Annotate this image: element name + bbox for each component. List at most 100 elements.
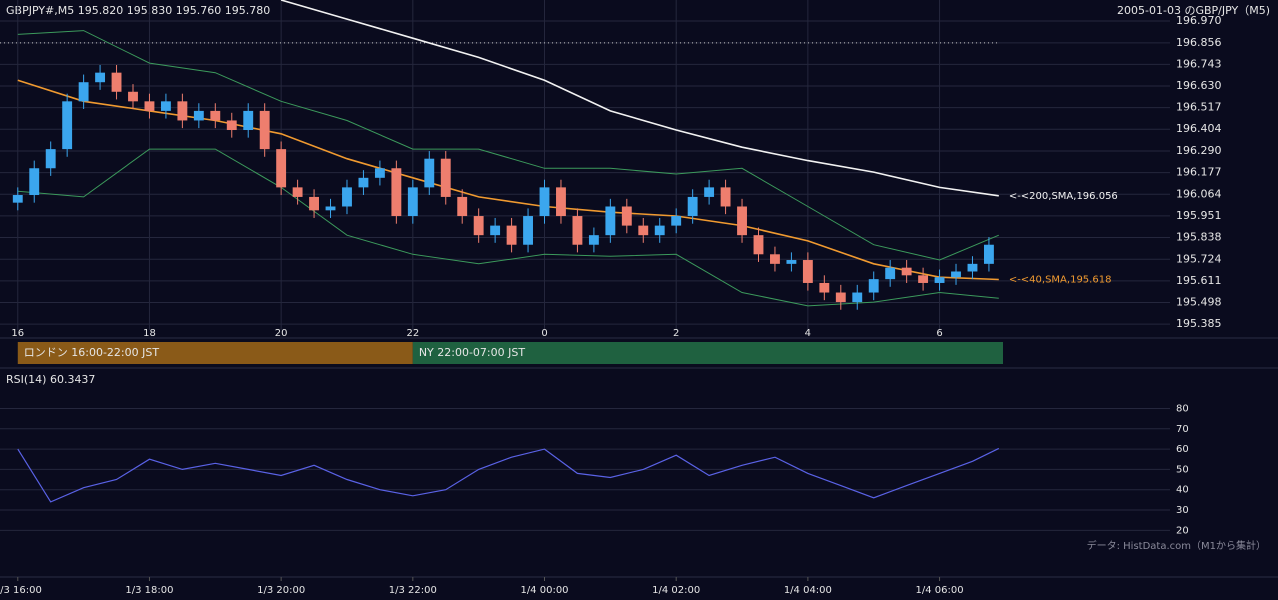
y-tick-label: 195.611 <box>1176 274 1222 287</box>
y-tick-label: 50 <box>1176 464 1189 475</box>
line <box>17 447 1000 503</box>
y-tick-label: 195.498 <box>1176 295 1222 308</box>
candle-body <box>835 292 846 303</box>
candle-body <box>111 72 122 92</box>
y-tick-label: 30 <box>1176 505 1189 516</box>
candle-body <box>259 110 270 150</box>
candle-body <box>605 206 616 236</box>
y-tick-label: 195.724 <box>1176 252 1222 265</box>
line <box>17 30 999 261</box>
session-bar <box>412 342 1004 364</box>
candle-body <box>276 149 287 188</box>
y-tick-label: 80 <box>1176 403 1189 414</box>
x-tick-label: 1/4 00:00 <box>520 585 568 596</box>
session-label: NY 22:00-07:00 JST <box>419 346 526 359</box>
candle-body <box>29 168 40 196</box>
candle-body <box>572 216 583 245</box>
candle-body <box>45 149 56 169</box>
y-tick-label: 70 <box>1176 424 1189 435</box>
candle-body <box>226 120 237 131</box>
candle-body <box>243 110 254 131</box>
candle-body <box>391 168 402 217</box>
candle-body <box>177 101 188 121</box>
y-tick-label: 196.856 <box>1176 36 1222 49</box>
candle-body <box>753 235 764 255</box>
y-tick-label: 196.290 <box>1176 144 1222 157</box>
y-tick-label: 195.385 <box>1176 317 1222 330</box>
candle-body <box>144 101 155 111</box>
candle-body <box>342 187 352 207</box>
x-tick-label: 1/3 20:00 <box>257 585 305 596</box>
y-tick-label: 196.177 <box>1176 166 1222 179</box>
line-label: <-<40,SMA,195.618 <box>1009 275 1112 286</box>
candle-body <box>309 196 320 211</box>
candle-body <box>523 216 533 245</box>
y-tick-label: 195.838 <box>1176 230 1222 243</box>
candle-body <box>687 196 698 217</box>
x-tick-label: 20 <box>275 328 288 339</box>
candle-body <box>918 275 929 283</box>
x-tick-label: 1/4 06:00 <box>916 585 964 596</box>
candle-body <box>12 195 23 203</box>
x-tick-label: 1/3 18:00 <box>125 585 173 596</box>
y-tick-label: 40 <box>1176 485 1189 496</box>
x-tick-label: 0 <box>541 328 547 339</box>
rsi-title: RSI(14) 60.3437 <box>6 373 95 386</box>
candle-body <box>490 225 501 236</box>
candle-body <box>868 279 879 293</box>
y-tick-label: 196.743 <box>1176 57 1222 70</box>
candle-body <box>374 168 385 178</box>
candle-body <box>292 187 303 197</box>
candle-body <box>358 177 369 188</box>
candle-body <box>737 206 747 236</box>
candle-body <box>934 277 945 283</box>
candle-body <box>424 158 435 188</box>
y-tick-label: 60 <box>1176 444 1189 455</box>
candle-body <box>983 244 994 264</box>
candle-body <box>802 260 813 283</box>
x-tick-label: 4 <box>805 328 811 339</box>
x-tick-label: 6 <box>936 328 942 339</box>
y-tick-label: 195.951 <box>1176 209 1222 222</box>
candle-body <box>621 206 632 226</box>
candle-body <box>457 196 468 217</box>
chart-title: 2005-01-03 のGBP/JPY（M5) <box>1117 4 1270 17</box>
candle-body <box>819 282 830 293</box>
candle-body <box>588 235 599 245</box>
x-tick-label: 16 <box>11 328 24 339</box>
candle-body <box>473 216 484 236</box>
x-tick-label: 1/4 04:00 <box>784 585 832 596</box>
candle-body <box>78 82 89 102</box>
y-tick-label: 196.064 <box>1176 187 1222 200</box>
y-tick-label: 196.970 <box>1176 14 1222 27</box>
candle-body <box>160 101 171 111</box>
x-tick-label: 1/4 02:00 <box>652 585 700 596</box>
y-tick-label: 196.404 <box>1176 122 1222 135</box>
x-tick-label: 2 <box>673 328 679 339</box>
candle-body <box>671 216 682 226</box>
candle-body <box>967 263 978 272</box>
candle-body <box>128 91 138 102</box>
candle-body <box>506 225 517 245</box>
candle-body <box>704 187 715 197</box>
candle-body <box>951 271 961 278</box>
session-bar <box>17 342 413 364</box>
x-tick-label: 1/3 22:00 <box>389 585 437 596</box>
symbol-info: GBPJPY#,M5 195.820 195.830 195.760 195.7… <box>6 4 270 17</box>
candle-body <box>95 72 106 83</box>
candle-body <box>770 254 780 264</box>
session-label: ロンドン 16:00-22:00 JST <box>24 346 160 359</box>
y-tick-label: 20 <box>1176 525 1189 536</box>
candle-body <box>539 187 550 217</box>
x-tick-label: 22 <box>406 328 419 339</box>
candle-body <box>556 187 566 217</box>
candle-body <box>885 267 896 280</box>
candle-body <box>654 225 665 236</box>
candle-body <box>62 101 73 150</box>
candle-body <box>193 110 204 121</box>
candle-body <box>852 292 863 303</box>
credit: データ: HistData.com（M1から集計） <box>1087 539 1266 552</box>
